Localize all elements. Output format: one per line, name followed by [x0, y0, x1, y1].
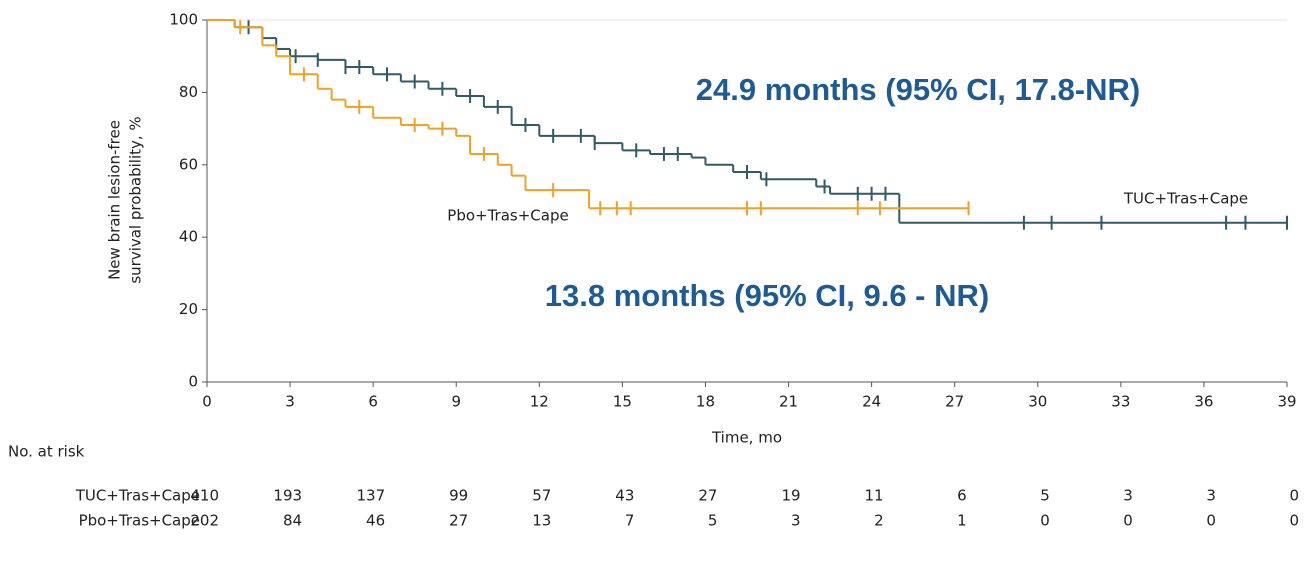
x-tick-label: 0 — [202, 393, 212, 411]
y-tick-label: 60 — [179, 155, 198, 173]
risk-value: 5 — [1040, 487, 1050, 505]
risk-value: 0 — [1206, 512, 1216, 530]
risk-value: 6 — [957, 487, 967, 505]
risk-value: 27 — [698, 487, 717, 505]
x-axis-label: Time, mo — [711, 429, 782, 447]
risk-row-label: TUC+Tras+Cape — [75, 487, 200, 505]
risk-value: 2 — [874, 512, 884, 530]
x-tick-label: 6 — [368, 393, 378, 411]
x-tick-label: 15 — [613, 393, 632, 411]
risk-value: 0 — [1123, 512, 1133, 530]
risk-value: 57 — [532, 487, 551, 505]
risk-value: 193 — [273, 487, 302, 505]
risk-value: 46 — [366, 512, 385, 530]
x-tick-label: 24 — [862, 393, 881, 411]
risk-value: 7 — [625, 512, 635, 530]
risk-value: 5 — [708, 512, 718, 530]
x-tick-label: 39 — [1277, 393, 1296, 411]
risk-value: 410 — [190, 487, 219, 505]
risk-row-label: Pbo+Tras+Cape — [79, 512, 200, 530]
x-tick-label: 27 — [945, 393, 964, 411]
y-axis-label: survival probability, % — [127, 116, 145, 283]
risk-value: 43 — [615, 487, 634, 505]
y-tick-label: 80 — [179, 83, 198, 101]
y-tick-label: 20 — [179, 300, 198, 318]
risk-value: 84 — [283, 512, 302, 530]
y-tick-label: 0 — [188, 373, 198, 391]
risk-value: 0 — [1289, 487, 1299, 505]
series-label: Pbo+Tras+Cape — [447, 207, 568, 225]
y-tick-label: 40 — [179, 228, 198, 246]
risk-value: 1 — [957, 512, 967, 530]
risk-value: 19 — [781, 487, 800, 505]
x-tick-label: 18 — [696, 393, 715, 411]
risk-value: 0 — [1040, 512, 1050, 530]
risk-value: 13 — [532, 512, 551, 530]
risk-value: 27 — [449, 512, 468, 530]
risk-title: No. at risk — [8, 443, 85, 461]
x-tick-label: 21 — [779, 393, 798, 411]
series-label: TUC+Tras+Cape — [1123, 190, 1248, 208]
risk-value: 3 — [1123, 487, 1133, 505]
risk-value: 11 — [865, 487, 884, 505]
risk-value: 202 — [190, 512, 219, 530]
x-tick-label: 9 — [451, 393, 461, 411]
x-tick-label: 3 — [285, 393, 295, 411]
risk-value: 0 — [1289, 512, 1299, 530]
risk-value: 3 — [1206, 487, 1216, 505]
x-tick-label: 36 — [1194, 393, 1213, 411]
risk-value: 99 — [449, 487, 468, 505]
x-tick-label: 12 — [530, 393, 549, 411]
risk-value: 137 — [357, 487, 386, 505]
annotation: 13.8 months (95% CI, 9.6 - NR) — [545, 278, 989, 313]
x-tick-label: 33 — [1111, 393, 1130, 411]
annotation: 24.9 months (95% CI, 17.8-NR) — [696, 72, 1140, 107]
y-axis-label: New brain lesion-free — [106, 120, 124, 280]
x-tick-label: 30 — [1028, 393, 1047, 411]
y-tick-label: 100 — [169, 11, 198, 29]
risk-value: 3 — [791, 512, 801, 530]
